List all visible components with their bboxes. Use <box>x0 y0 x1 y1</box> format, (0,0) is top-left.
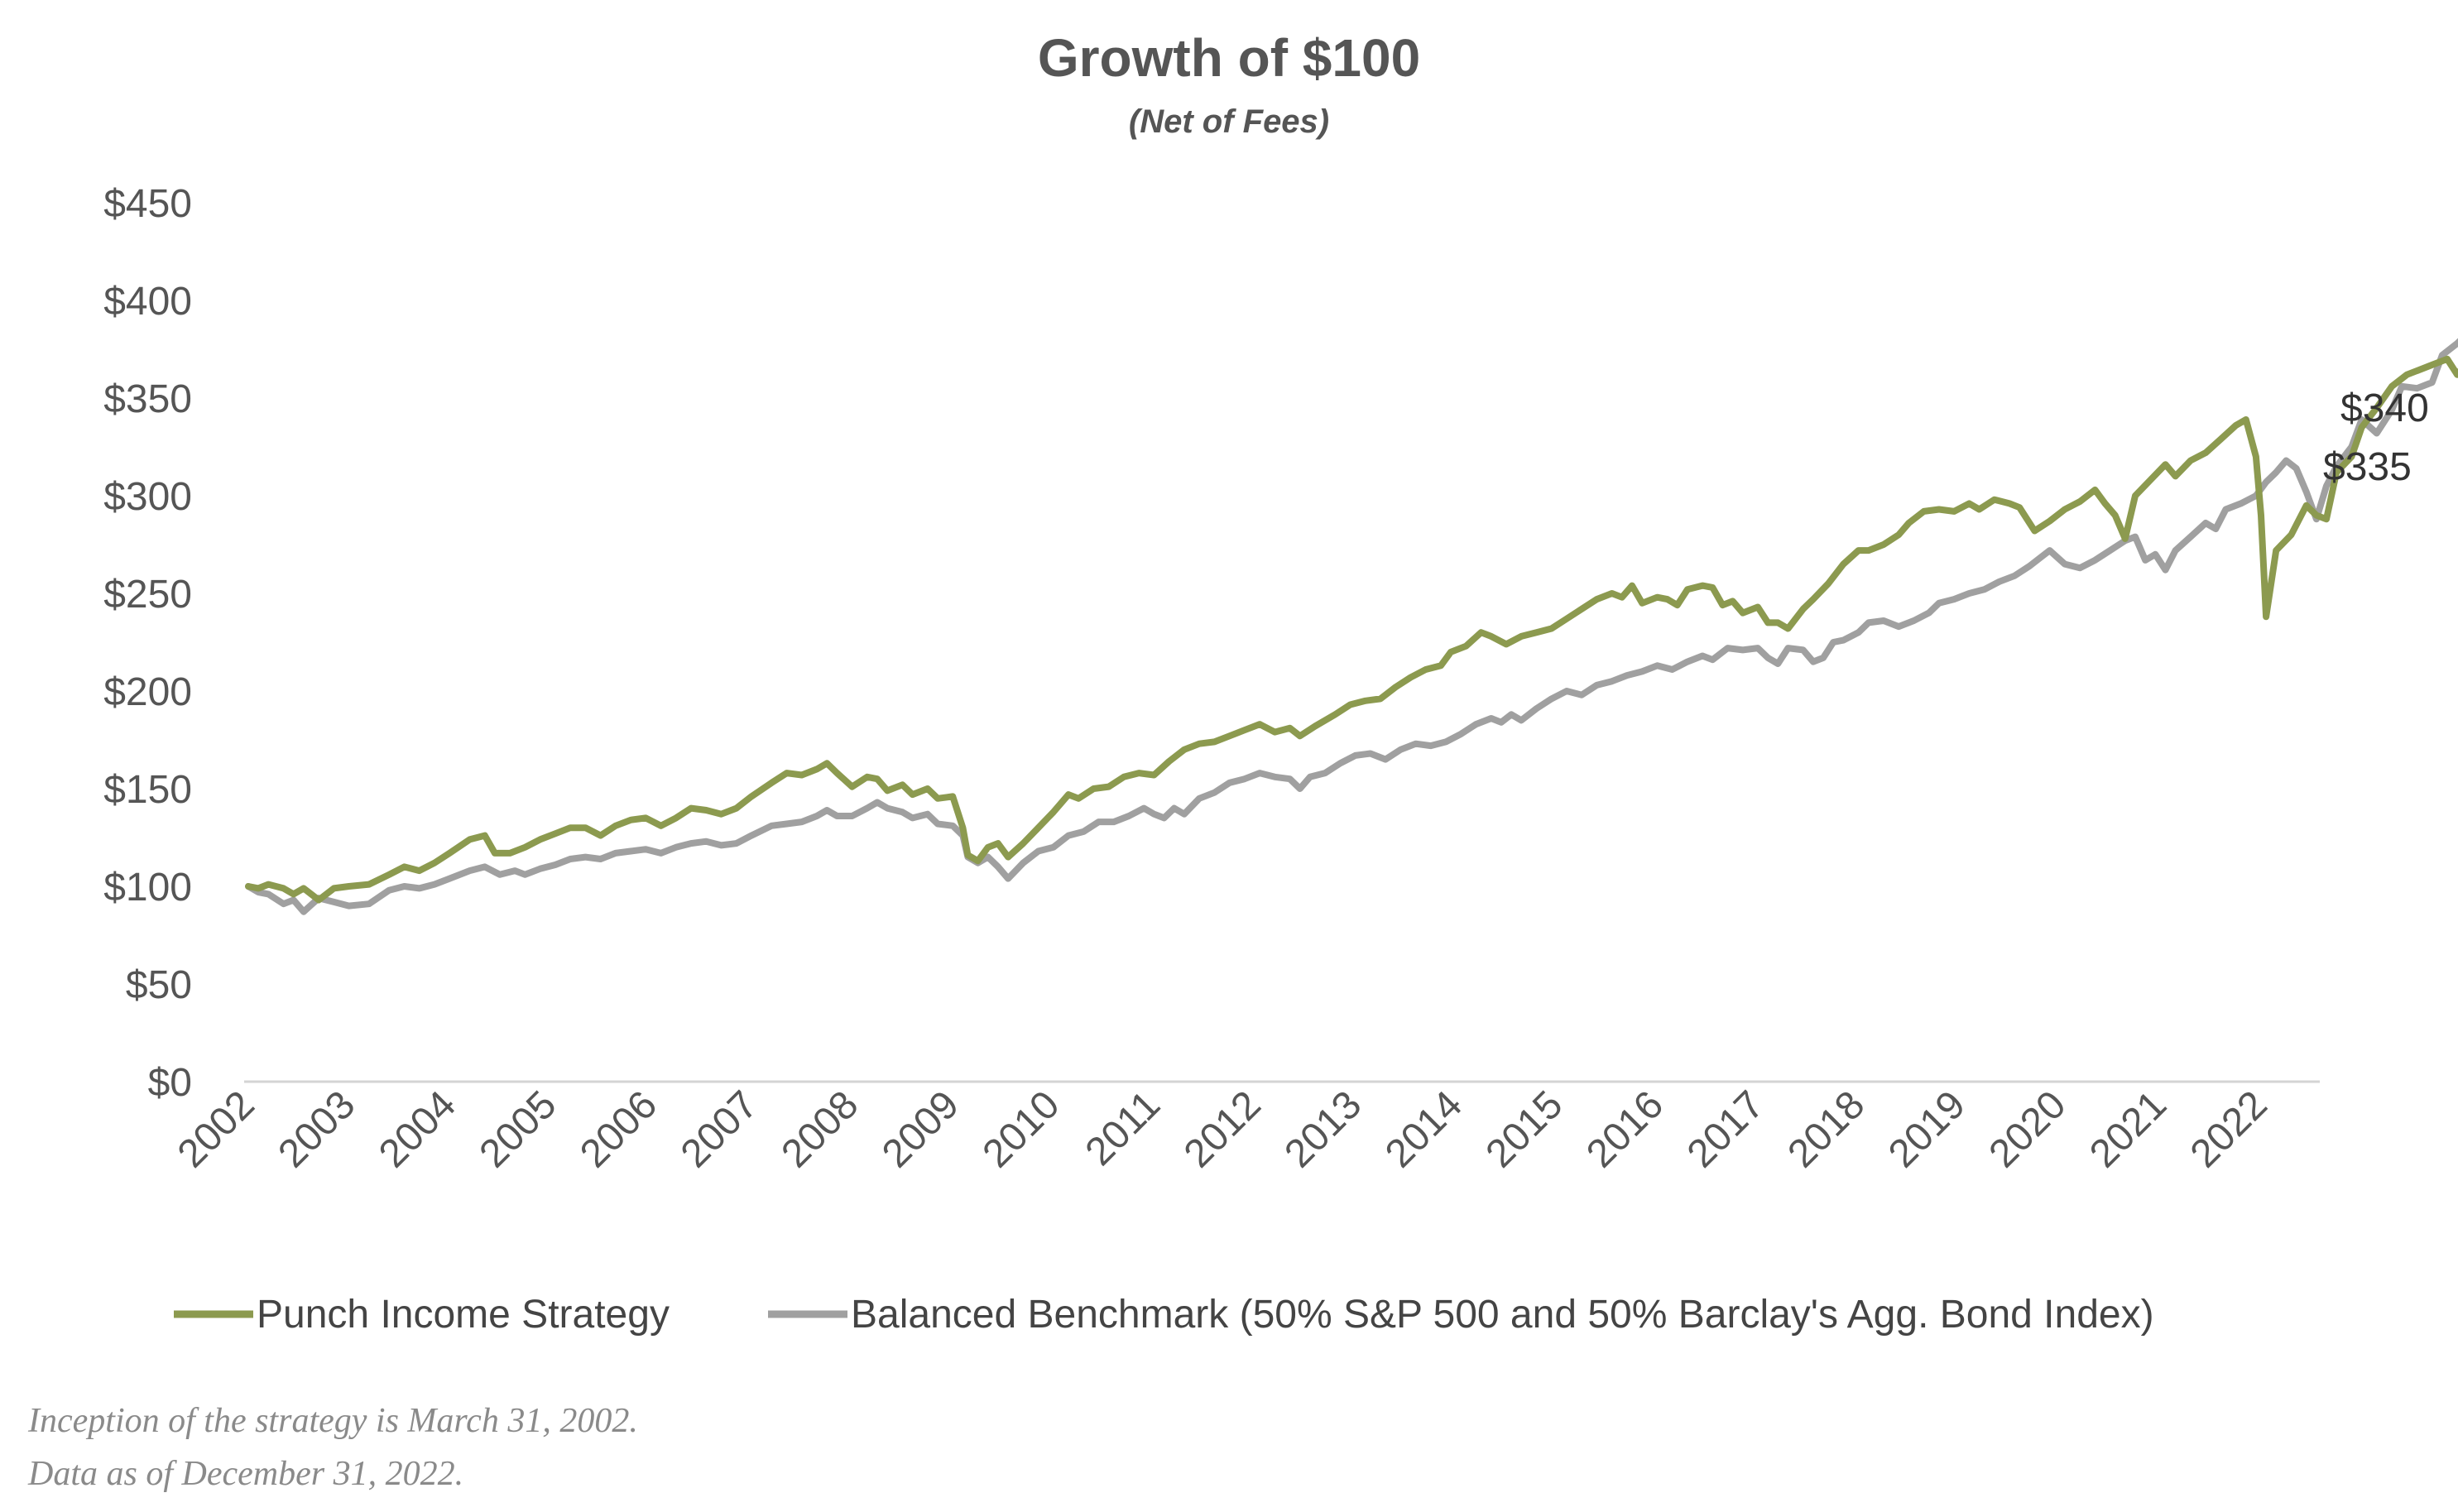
y-tick-label: $150 <box>103 768 192 812</box>
x-tick-label: 2014 <box>1377 1082 1471 1176</box>
x-tick-label: 2004 <box>371 1082 464 1176</box>
footnote-data-date: Data as of December 31, 2022. <box>28 1455 464 1493</box>
x-tick-label: 2012 <box>1176 1082 1270 1176</box>
y-tick-label: $200 <box>103 670 192 714</box>
x-tick-label: 2009 <box>874 1082 967 1176</box>
end-label-balanced-benchmark: $340 <box>2340 386 2429 430</box>
x-axis: 2002 2003 2004 2005 2006 2007 2008 2009 2010 2011… <box>170 1082 2276 1176</box>
legend-label-balanced-benchmark: Balanced Benchmark (50% S&P 500 and 50% … <box>851 1293 2154 1337</box>
x-tick-label: 2018 <box>1779 1082 1873 1176</box>
y-tick-label: $400 <box>103 280 192 324</box>
chart-subtitle: (Net of Fees) <box>1129 103 1329 140</box>
x-tick-label: 2021 <box>2081 1082 2175 1176</box>
chart-title: Growth of $100 <box>1038 28 1420 88</box>
y-axis: $0 $50 $100 $150 $200 $250 $300 $350 $400 $450 <box>103 182 192 1105</box>
footnote-inception: Inception of the strategy is March 31, 2… <box>28 1402 638 1440</box>
x-tick-label: 2016 <box>1578 1082 1672 1176</box>
series-layer: $340 $335 <box>245 338 2458 915</box>
x-tick-label: 2015 <box>1478 1082 1572 1176</box>
x-tick-label: 2006 <box>572 1082 665 1176</box>
y-tick-label: $450 <box>103 182 192 226</box>
x-tick-label: 2008 <box>773 1082 867 1176</box>
y-tick-label: $100 <box>103 866 192 910</box>
y-tick-label: $350 <box>103 377 192 421</box>
series-line-punch-income <box>245 355 2458 904</box>
y-tick-label: $0 <box>148 1061 192 1105</box>
series-line-balanced-benchmark <box>245 338 2458 915</box>
x-tick-label: 2010 <box>975 1082 1068 1176</box>
y-tick-label: $50 <box>126 963 192 1007</box>
x-tick-label: 2013 <box>1276 1082 1370 1176</box>
x-tick-label: 2005 <box>472 1082 565 1176</box>
end-label-punch-income: $335 <box>2323 445 2412 489</box>
x-tick-label: 2022 <box>2182 1082 2276 1176</box>
legend-label-punch-income: Punch Income Strategy <box>257 1293 670 1337</box>
y-tick-label: $250 <box>103 573 192 617</box>
x-tick-label: 2011 <box>1078 1082 1169 1174</box>
x-tick-label: 2017 <box>1679 1082 1773 1176</box>
x-tick-label: 2007 <box>673 1082 766 1176</box>
x-tick-label: 2019 <box>1880 1082 1974 1176</box>
legend: Punch Income Strategy Balanced Benchmark… <box>174 1293 2154 1337</box>
x-tick-label: 2003 <box>270 1082 363 1176</box>
y-tick-label: $300 <box>103 475 192 519</box>
x-tick-label: 2020 <box>1981 1082 2075 1176</box>
